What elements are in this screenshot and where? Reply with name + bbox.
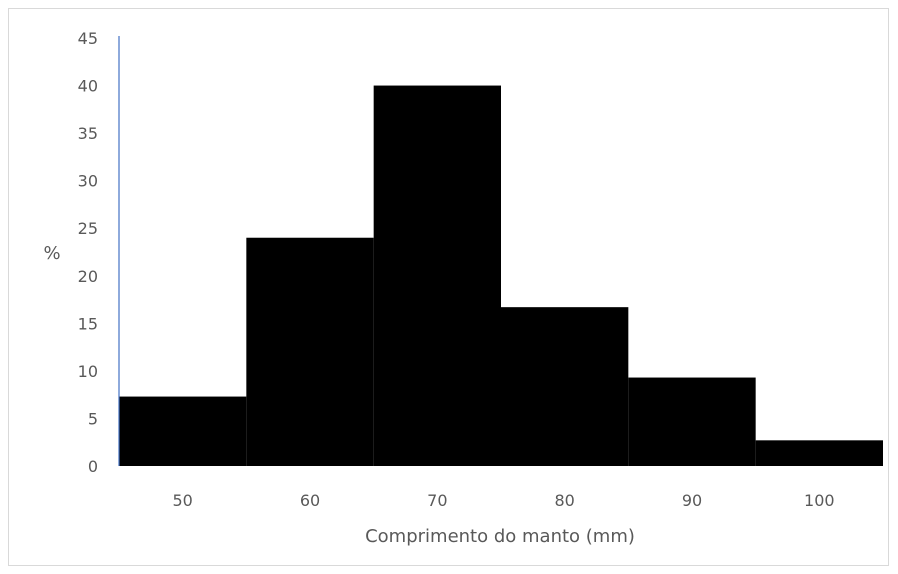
- x-tick-label: 60: [300, 491, 320, 510]
- x-axis-title: Comprimento do manto (mm): [365, 526, 635, 547]
- bar-60: [246, 237, 374, 466]
- x-tick-label: 80: [554, 491, 574, 510]
- bar-100: [755, 440, 883, 466]
- y-tick-label: 5: [88, 409, 98, 428]
- y-tick-labels: 0 5 10 15 20 25 30 35 40 45: [78, 29, 98, 476]
- y-tick-label: 10: [78, 362, 98, 381]
- bar-50: [119, 396, 247, 466]
- bar-80: [501, 307, 629, 466]
- y-tick-label: 30: [78, 172, 98, 191]
- bar-90: [628, 377, 756, 466]
- x-tick-label: 50: [172, 491, 192, 510]
- y-tick-label: 0: [88, 457, 98, 476]
- x-tick-label: 90: [682, 491, 702, 510]
- y-tick-label: 35: [78, 124, 98, 143]
- y-axis-title: %: [43, 243, 60, 264]
- x-tick-label: 100: [804, 491, 835, 510]
- y-tick-label: 15: [78, 314, 98, 333]
- y-tick-label: 20: [78, 267, 98, 286]
- y-tick-label: 25: [78, 219, 98, 238]
- bars-group: [119, 85, 883, 467]
- bar-70: [373, 85, 501, 467]
- y-tick-label: 40: [78, 77, 98, 96]
- x-tick-label: 70: [427, 491, 447, 510]
- x-tick-labels: 50 60 70 80 90 100: [172, 491, 834, 510]
- y-tick-label: 45: [78, 29, 98, 48]
